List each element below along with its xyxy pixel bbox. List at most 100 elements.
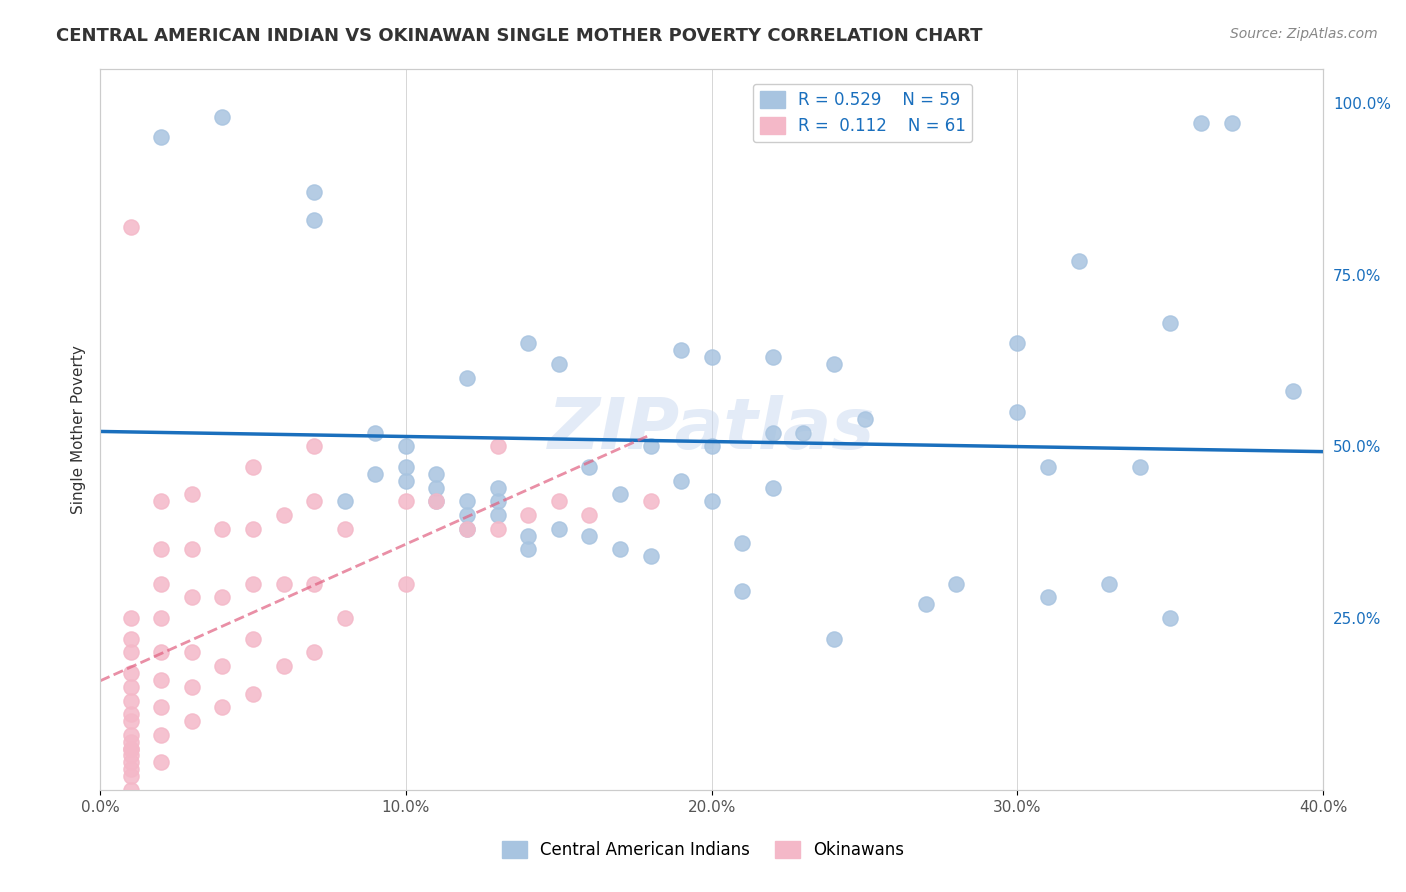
- Point: [273, 508, 295, 522]
- Point: [180, 645, 202, 659]
- Point: [395, 460, 418, 475]
- Point: [762, 481, 785, 495]
- Point: [1036, 591, 1059, 605]
- Legend: R = 0.529    N = 59, R =  0.112    N = 61: R = 0.529 N = 59, R = 0.112 N = 61: [754, 84, 973, 142]
- Point: [456, 508, 478, 522]
- Point: [333, 522, 356, 536]
- Point: [1129, 460, 1152, 475]
- Point: [547, 357, 569, 371]
- Point: [425, 494, 447, 508]
- Point: [150, 542, 173, 557]
- Point: [180, 591, 202, 605]
- Point: [669, 343, 692, 358]
- Point: [180, 714, 202, 728]
- Point: [731, 583, 754, 598]
- Point: [762, 425, 785, 440]
- Point: [1189, 116, 1212, 130]
- Point: [914, 598, 936, 612]
- Point: [1159, 316, 1181, 330]
- Point: [762, 350, 785, 364]
- Point: [302, 439, 325, 453]
- Point: [640, 549, 662, 564]
- Point: [120, 735, 142, 749]
- Point: [395, 576, 418, 591]
- Point: [150, 645, 173, 659]
- Point: [547, 494, 569, 508]
- Point: [1281, 384, 1303, 399]
- Point: [395, 474, 418, 488]
- Point: [1007, 336, 1029, 351]
- Point: [211, 700, 233, 714]
- Point: [456, 522, 478, 536]
- Point: [150, 576, 173, 591]
- Point: [395, 439, 418, 453]
- Point: [120, 693, 142, 707]
- Point: [364, 425, 387, 440]
- Point: [486, 508, 509, 522]
- Point: [823, 632, 845, 646]
- Point: [333, 611, 356, 625]
- Point: [853, 412, 876, 426]
- Point: [517, 336, 540, 351]
- Point: [273, 576, 295, 591]
- Point: [517, 542, 540, 557]
- Point: [486, 481, 509, 495]
- Point: [456, 522, 478, 536]
- Point: [669, 474, 692, 488]
- Point: [180, 542, 202, 557]
- Point: [120, 728, 142, 742]
- Point: [120, 769, 142, 783]
- Point: [486, 522, 509, 536]
- Point: [1159, 611, 1181, 625]
- Point: [242, 460, 264, 475]
- Text: ZIPatlas: ZIPatlas: [548, 394, 876, 464]
- Point: [302, 185, 325, 199]
- Point: [120, 680, 142, 694]
- Point: [609, 487, 631, 501]
- Point: [120, 741, 142, 756]
- Point: [517, 508, 540, 522]
- Point: [1007, 405, 1029, 419]
- Point: [302, 645, 325, 659]
- Point: [150, 130, 173, 145]
- Point: [395, 494, 418, 508]
- Point: [273, 659, 295, 673]
- Point: [640, 494, 662, 508]
- Point: [640, 439, 662, 453]
- Point: [456, 370, 478, 384]
- Point: [120, 714, 142, 728]
- Point: [120, 666, 142, 681]
- Point: [242, 522, 264, 536]
- Point: [425, 481, 447, 495]
- Point: [609, 542, 631, 557]
- Point: [120, 756, 142, 770]
- Point: [120, 741, 142, 756]
- Point: [486, 494, 509, 508]
- Point: [242, 687, 264, 701]
- Point: [120, 632, 142, 646]
- Point: [120, 748, 142, 763]
- Point: [150, 611, 173, 625]
- Point: [120, 611, 142, 625]
- Point: [486, 439, 509, 453]
- Point: [456, 494, 478, 508]
- Point: [242, 576, 264, 591]
- Point: [578, 460, 600, 475]
- Point: [425, 467, 447, 481]
- Point: [823, 357, 845, 371]
- Point: [731, 535, 754, 549]
- Point: [1067, 253, 1090, 268]
- Point: [120, 645, 142, 659]
- Point: [302, 576, 325, 591]
- Point: [211, 591, 233, 605]
- Point: [302, 212, 325, 227]
- Point: [333, 494, 356, 508]
- Point: [945, 576, 967, 591]
- Point: [517, 529, 540, 543]
- Point: [150, 700, 173, 714]
- Point: [1220, 116, 1243, 130]
- Point: [242, 632, 264, 646]
- Point: [120, 707, 142, 722]
- Point: [1098, 576, 1121, 591]
- Text: Source: ZipAtlas.com: Source: ZipAtlas.com: [1230, 27, 1378, 41]
